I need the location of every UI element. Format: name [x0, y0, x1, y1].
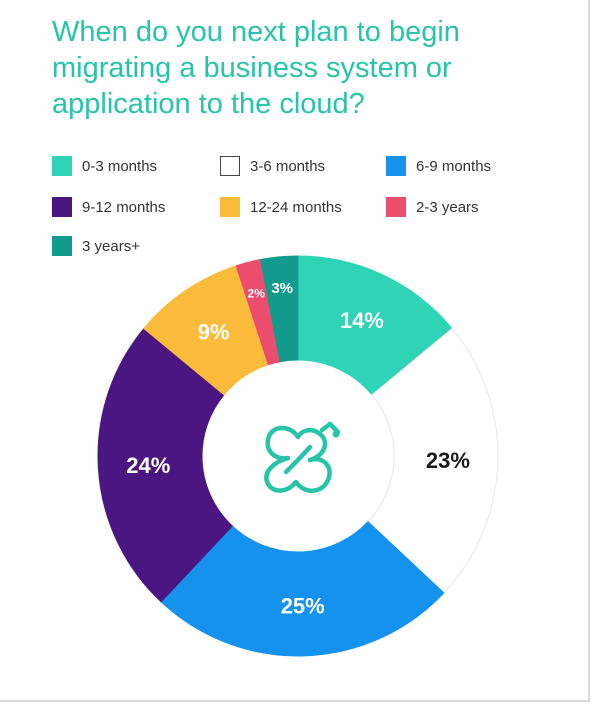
legend-item-3-years-plus: 3 years+ — [52, 234, 140, 258]
slice-label: 25% — [281, 593, 325, 618]
legend-label: 6-9 months — [416, 157, 492, 175]
legend-label: 9-12 months — [82, 198, 166, 216]
slice-label: 3% — [271, 280, 293, 297]
slice-label: 23% — [426, 448, 470, 473]
legend-swatch — [52, 156, 72, 176]
legend-label: 3 years+ — [82, 237, 140, 255]
legend-swatch — [386, 156, 406, 176]
legend-item-2-3-years: 2-3 years — [386, 195, 479, 219]
slice-9-12-months — [97, 327, 233, 603]
slice-3-years — [259, 255, 299, 363]
legend-item-12-24-months: 12-24 months — [220, 195, 342, 219]
legend-item-3-6-months: 3-6 months — [220, 154, 325, 178]
legend-swatch — [52, 236, 72, 256]
legend-swatch — [220, 156, 240, 176]
legend-swatch — [386, 197, 406, 217]
slice-6-9-months — [160, 521, 445, 657]
slice-label: 9% — [198, 319, 230, 344]
legend-swatch — [220, 197, 240, 217]
slice-3-6-months — [367, 327, 499, 594]
legend-label: 3-6 months — [250, 157, 326, 175]
legend-swatch — [52, 197, 72, 217]
legend-item-9-12-months: 9-12 months — [52, 195, 165, 219]
legend-item-6-9-months: 6-9 months — [386, 154, 491, 178]
legend-label: 12-24 months — [250, 198, 342, 216]
legend: 0-3 months 3-6 months 6-9 months 9-12 mo… — [52, 154, 572, 264]
cloud-logo-icon — [264, 421, 341, 493]
slice-label: 2% — [248, 286, 266, 300]
chart-title: When do you next plan to begin migrating… — [52, 16, 460, 120]
legend-item-0-3-months: 0-3 months — [52, 154, 157, 178]
legend-label: 0-3 months — [82, 157, 158, 175]
slice-label: 14% — [340, 308, 384, 333]
slice-labels: 14% 23% 25% 24% 9% 2% 3% — [126, 280, 470, 618]
legend-label: 2-3 years — [416, 198, 479, 216]
donut-slices — [97, 255, 499, 657]
slice-label: 24% — [126, 453, 170, 478]
